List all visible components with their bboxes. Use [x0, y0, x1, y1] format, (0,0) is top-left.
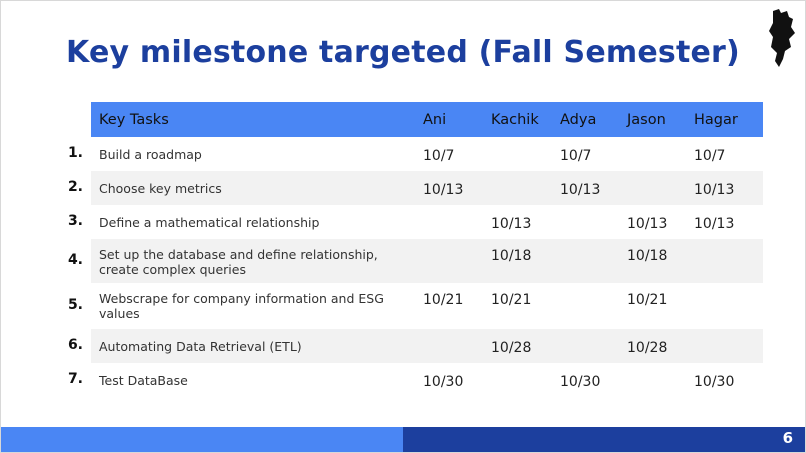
date-cell: 10/13	[423, 182, 464, 198]
task-name: Define a mathematical relationship	[99, 215, 320, 230]
date-cell: 10/30	[694, 374, 735, 390]
date-cell: 10/21	[423, 292, 464, 308]
row-number: 7.	[67, 371, 83, 387]
row-number: 6.	[67, 337, 83, 353]
date-cell: 10/13	[560, 182, 601, 198]
date-cell: 10/13	[491, 216, 532, 232]
task-name: Webscrape for company information and ES…	[99, 291, 384, 321]
date-cell: 10/18	[627, 248, 668, 264]
slide-title: Key milestone targeted (Fall Semester)	[66, 35, 740, 70]
row-number: 5.	[67, 297, 83, 313]
row-background	[91, 171, 763, 205]
task-name: Build a roadmap	[99, 147, 202, 162]
task-name: Set up the database and define relations…	[99, 247, 378, 277]
footer-bar-dark	[403, 427, 805, 452]
date-cell: 10/13	[694, 216, 735, 232]
header-cell: Ani	[423, 112, 447, 128]
date-cell: 10/28	[491, 340, 532, 356]
row-number: 1.	[67, 145, 83, 161]
row-number: 4.	[67, 252, 83, 268]
date-cell: 10/30	[423, 374, 464, 390]
row-number: 3.	[67, 213, 83, 229]
date-cell: 10/13	[627, 216, 668, 232]
header-cell: Hagar	[694, 112, 738, 128]
milestone-table: Key Tasks Ani Kachik Adya Jason Hagar 1. Build …	[1, 1, 805, 421]
header-cell: Kachik	[491, 112, 539, 128]
page-number: 6	[782, 429, 793, 447]
date-cell: 10/30	[560, 374, 601, 390]
header-cell: Adya	[560, 112, 597, 128]
table-header	[91, 102, 763, 137]
date-cell: 10/7	[560, 148, 592, 164]
date-cell: 10/18	[491, 248, 532, 264]
date-cell: 10/7	[423, 148, 455, 164]
logo	[769, 9, 795, 67]
date-cell: 10/21	[491, 292, 532, 308]
date-cell: 10/13	[694, 182, 735, 198]
date-cell: 10/21	[627, 292, 668, 308]
task-name: Automating Data Retrieval (ETL)	[99, 339, 302, 354]
header-cell: Jason	[627, 112, 666, 128]
row-background	[91, 239, 763, 283]
header-cell: Key Tasks	[99, 112, 169, 128]
date-cell: 10/7	[694, 148, 726, 164]
footer-bar-light	[1, 427, 403, 452]
date-cell: 10/28	[627, 340, 668, 356]
row-number: 2.	[67, 179, 83, 195]
task-name: Choose key metrics	[99, 181, 222, 196]
row-background	[91, 329, 763, 363]
task-name: Test DataBase	[99, 373, 188, 388]
